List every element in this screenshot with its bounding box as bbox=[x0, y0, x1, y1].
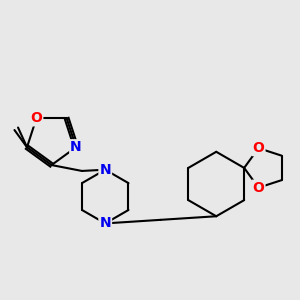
Text: N: N bbox=[99, 216, 111, 230]
Text: N: N bbox=[70, 140, 82, 154]
Text: O: O bbox=[253, 181, 264, 195]
Text: O: O bbox=[30, 111, 42, 125]
Text: O: O bbox=[253, 141, 264, 155]
Text: N: N bbox=[99, 163, 111, 177]
